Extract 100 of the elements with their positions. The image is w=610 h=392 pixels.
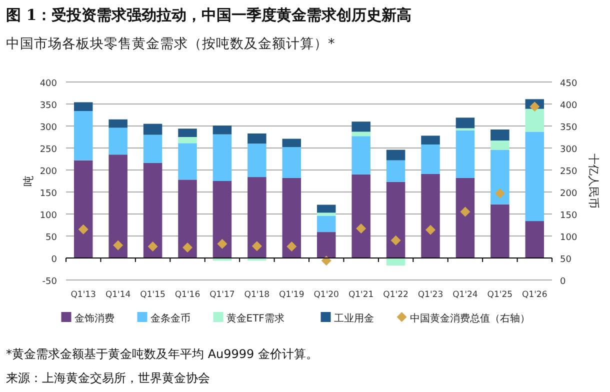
y2-tick-label: 200 [560, 189, 578, 199]
y2-tick-label: 300 [560, 145, 578, 155]
bar [282, 178, 302, 258]
legend-label: 中国黄金消费总值（右轴） [410, 312, 530, 324]
bar [178, 180, 197, 258]
x-tick-label: Q1'23 [418, 290, 444, 300]
point [530, 102, 540, 112]
bar [316, 204, 336, 213]
y-axis-title: 吨 [22, 176, 35, 186]
legend-label: 金条金币 [150, 312, 190, 324]
source-note: 来源：上海黄金交易所，世界黄金协会 [6, 371, 210, 385]
y2-tick-label: 0 [560, 277, 566, 287]
bar [74, 111, 93, 160]
bar [421, 144, 440, 174]
bar [143, 124, 162, 135]
y2-tick-label: 400 [560, 101, 578, 111]
x-tick-label: Q1'16 [174, 290, 200, 300]
y2-axis-title: 十亿人民币 [587, 154, 600, 208]
bar [456, 178, 475, 258]
bar [490, 204, 510, 258]
x-tick-label: Q1'15 [140, 290, 166, 300]
bar [352, 174, 370, 258]
bar [421, 174, 440, 258]
y2-tick-label: 50 [560, 255, 572, 265]
x-tick-label: Q1'17 [210, 290, 235, 300]
y-tick-label: 50 [46, 233, 58, 243]
x-tick-label: Q1'21 [348, 290, 374, 300]
bar [212, 134, 232, 181]
bar [352, 132, 370, 136]
bar [490, 150, 510, 204]
bar [421, 136, 440, 144]
bar [386, 258, 406, 266]
y-tick-label: 300 [40, 123, 58, 133]
bar [525, 221, 544, 258]
bar [525, 132, 544, 222]
bar [108, 154, 128, 258]
x-tick-label: Q1'20 [314, 290, 339, 300]
bar [490, 140, 510, 150]
x-tick-label: Q1'13 [70, 290, 96, 300]
y-tick-label: 100 [40, 211, 58, 221]
y2-tick-label: 350 [560, 123, 578, 133]
bar [74, 102, 93, 112]
bar [525, 108, 544, 132]
y-tick-label: 350 [40, 101, 58, 111]
legend-label: 工业用金 [334, 312, 374, 324]
bar [248, 133, 266, 144]
bar [316, 232, 336, 258]
y-tick-label: 250 [40, 145, 58, 155]
bar [386, 150, 406, 160]
bar [108, 128, 128, 155]
y2-tick-label: 100 [560, 233, 578, 243]
bar [178, 128, 197, 137]
point [252, 241, 262, 252]
bar [456, 130, 475, 178]
bar [386, 182, 406, 258]
bar [386, 160, 406, 182]
bar [316, 212, 336, 216]
point [426, 224, 436, 235]
point [217, 238, 228, 249]
y2-tick-label: 450 [560, 79, 578, 89]
bar [74, 160, 93, 258]
x-tick-label: Q1'18 [244, 290, 270, 300]
x-tick-label: Q1'19 [279, 290, 304, 300]
y-tick-label: 400 [40, 79, 58, 89]
point [286, 242, 297, 252]
point [321, 256, 332, 266]
bar [178, 137, 197, 144]
y-tick-label: 0 [51, 255, 58, 265]
bar [352, 122, 370, 132]
legend-label: 黄金ETF需求 [226, 312, 284, 324]
chart-title: 图 1：受投资需求强劲拉动，中国一季度黄金需求创历史新高 [6, 6, 412, 24]
bar [282, 138, 302, 148]
bar [352, 136, 370, 174]
text: *黄金需求金额基于黄金吨数及年平均 Au9999 金价计算。 [6, 347, 318, 361]
point [148, 242, 158, 252]
bar [248, 144, 266, 178]
point [182, 242, 192, 252]
bar [212, 181, 232, 258]
bar [212, 126, 232, 134]
bar [178, 143, 197, 180]
legend-label: 金饰消费 [74, 312, 114, 324]
bar [143, 134, 162, 163]
x-tick-label: Q1'26 [522, 290, 548, 300]
bar [282, 147, 302, 178]
y2-tick-label: 150 [560, 211, 578, 221]
point [494, 188, 505, 198]
x-tick-label: Q1'25 [487, 290, 513, 300]
point [390, 235, 401, 246]
bar [248, 177, 266, 258]
chart-subtitle: 中国市场各板块零售黄金需求（按吨数及金额计算）* [6, 36, 335, 52]
bar [143, 162, 162, 258]
y-tick-label: 150 [40, 189, 58, 199]
x-tick-label: Q1'22 [383, 290, 408, 300]
bar [108, 119, 128, 128]
point [460, 206, 470, 217]
y-tick-label: 200 [40, 167, 58, 177]
bar [316, 216, 336, 232]
x-tick-label: Q1'14 [105, 290, 131, 300]
point [78, 224, 88, 234]
point [113, 240, 124, 250]
